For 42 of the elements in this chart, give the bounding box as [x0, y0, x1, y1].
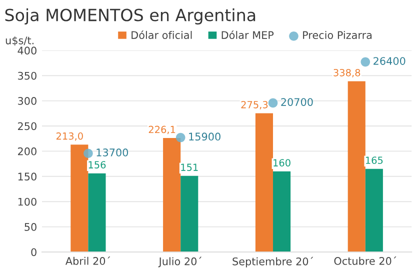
- data-label: 15900: [189, 132, 220, 141]
- data-label: 338,8: [334, 68, 360, 78]
- point: [268, 98, 278, 108]
- y-axis-title: u$s/t.: [6, 36, 34, 46]
- bar: [255, 113, 273, 252]
- legend-label: Dólar oficial: [132, 30, 192, 40]
- y-tick-label: 300: [18, 97, 36, 105]
- point: [176, 132, 186, 142]
- data-label: 20700: [281, 98, 313, 106]
- x-tick-label: Julio 20´: [158, 256, 202, 268]
- bar: [348, 81, 366, 252]
- legend-label: Precio Pizarra: [303, 30, 372, 40]
- data-label: 213,0: [56, 132, 83, 141]
- y-tick-label: 400: [18, 46, 36, 55]
- y-tick-label: 250: [18, 122, 36, 130]
- legend-label: Dólar MEP: [222, 30, 274, 40]
- bar: [180, 176, 198, 252]
- point: [360, 57, 370, 67]
- y-tick-label: 100: [18, 198, 36, 206]
- x-tick-label: Octubre 20´: [334, 256, 396, 265]
- bar: [88, 173, 106, 252]
- bar: [273, 171, 291, 252]
- y-tick-label: 350: [18, 72, 36, 80]
- y-tick-label: 0: [31, 248, 36, 256]
- data-label: 165: [366, 156, 383, 164]
- y-tick-label: 50: [24, 223, 36, 231]
- y-tick-label: 200: [18, 147, 36, 156]
- chart-title: Soja MOMENTOS en Argentina: [5, 8, 256, 25]
- x-tick-label: Abril 20´: [65, 256, 110, 265]
- data-label: 275,3: [241, 100, 268, 110]
- data-label: 151: [181, 164, 198, 171]
- x-tick-label: Septiembre 20´: [232, 256, 314, 268]
- bar: [365, 168, 383, 252]
- data-label: 226,1: [148, 126, 176, 134]
- data-label: 156: [88, 161, 106, 168]
- data-label: 160: [274, 159, 290, 166]
- bar: [163, 138, 181, 252]
- data-label: 26400: [374, 57, 406, 65]
- bar: [70, 144, 88, 252]
- data-label: 13700: [96, 148, 128, 156]
- point: [84, 148, 93, 158]
- y-tick-label: 150: [18, 172, 36, 181]
